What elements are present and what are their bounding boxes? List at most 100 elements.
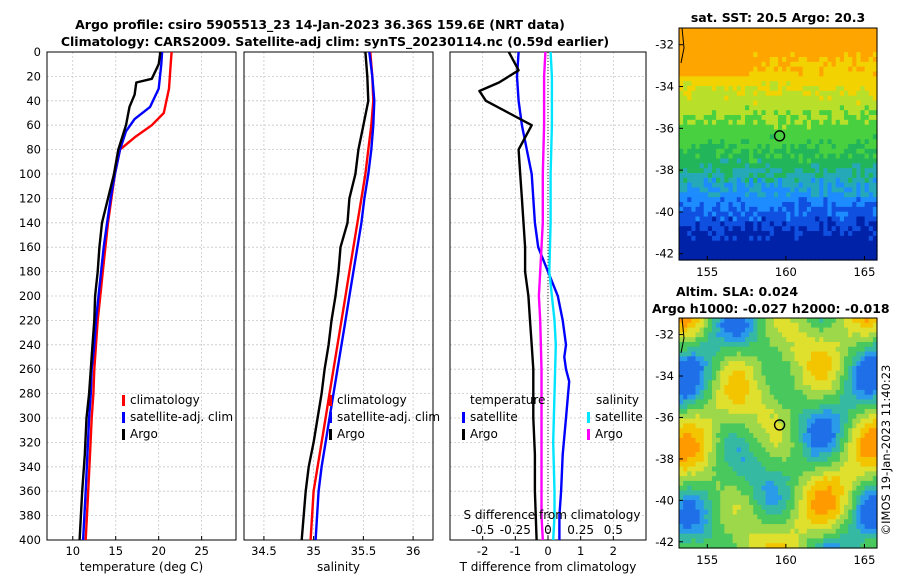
sla-map-cell: [707, 456, 713, 463]
sst-map-cell: [778, 86, 783, 92]
sla-map-cell: [749, 471, 754, 477]
sst-map-cell: [679, 153, 684, 160]
sla-map-cell: [757, 394, 763, 401]
sst-map-cell: [860, 47, 866, 53]
sla-map-cell: [872, 495, 878, 501]
sst-map-cell: [848, 255, 853, 261]
sst-map-cell: [872, 144, 878, 150]
sst-map-cell: [732, 76, 738, 82]
sst-map-cell: [687, 95, 692, 102]
sla-map-cell: [736, 495, 742, 501]
sla-map-cell: [864, 466, 870, 472]
sst-map-cell: [720, 61, 725, 68]
sst-map-cell: [712, 71, 717, 77]
sla-map-cell: [691, 485, 697, 492]
sst-map-cell: [872, 90, 878, 97]
sst-map-cell: [872, 216, 878, 222]
sla-map-cell: [724, 356, 730, 362]
sst-map-cell: [778, 158, 783, 164]
sst-map-cell: [782, 52, 787, 58]
sst-map-cell: [720, 177, 725, 184]
sst-map-cell: [765, 124, 771, 131]
sst-map-cell: [827, 187, 833, 193]
sst-map-cell: [736, 42, 742, 48]
sla-map-cell: [740, 380, 746, 386]
sla-map-cell: [753, 471, 758, 477]
sst-map-cell: [794, 153, 800, 160]
sla-map-cell: [732, 346, 738, 353]
sst-map-cell: [844, 28, 849, 34]
sla-map-cell: [687, 365, 692, 372]
sst-map-cell: [856, 76, 862, 82]
sla-map-cell: [868, 524, 874, 530]
sla-map-cell: [835, 495, 841, 501]
temperature-series-climatology: [84, 51, 173, 541]
sla-map-cell: [782, 476, 787, 482]
sla-map-cell: [703, 428, 709, 434]
sst-map-cell: [740, 168, 746, 174]
sla-map-cell: [848, 356, 853, 362]
sst-map-cell: [827, 81, 833, 87]
sst-map-cell: [732, 231, 738, 237]
sst-map-cell: [691, 28, 697, 34]
sla-map-cell: [860, 409, 866, 415]
sla-map-cell: [802, 471, 808, 477]
sst-map-cell: [749, 177, 754, 184]
sla-map-cell: [794, 365, 800, 372]
sla-map-cell: [835, 389, 841, 396]
sst-map-cell: [852, 66, 857, 73]
sla-map-cell: [848, 409, 853, 415]
sla-map-cell: [765, 346, 771, 353]
sla-map-cell: [872, 365, 878, 372]
sst-map-cell: [835, 182, 841, 189]
sla-map-cell: [848, 346, 853, 353]
sst-map-cell: [728, 90, 734, 97]
sla-map-cell: [712, 490, 717, 496]
sla-map-cell: [769, 327, 775, 333]
sla-map-cell: [815, 341, 820, 348]
sst-map-cell: [798, 100, 804, 106]
sst-map-cell: [736, 144, 742, 150]
sla-map-cell: [683, 519, 688, 525]
sst-map-cell: [831, 81, 837, 87]
sla-map-cell: [695, 500, 701, 506]
sst-map-cell: [839, 52, 845, 58]
sst-map-cell: [753, 240, 758, 247]
sla-map-cell: [765, 543, 771, 549]
sla-map-cell: [852, 456, 857, 463]
sst-map-cell: [707, 144, 713, 150]
sla-map-cell: [848, 332, 853, 338]
sla-map-cell: [790, 404, 796, 410]
sst-map-cell: [740, 119, 746, 126]
sla-map-cell: [844, 504, 849, 511]
sst-map-cell: [815, 216, 820, 222]
sla-map-cell: [707, 437, 713, 444]
sst-map-cell: [856, 86, 862, 92]
sla-map-cell: [724, 327, 730, 333]
sst-map-cell: [707, 182, 713, 189]
sla-map-cell: [852, 514, 857, 520]
sla-map-cell: [864, 389, 870, 396]
sst-map-cell: [724, 42, 730, 48]
y-tick-label: 280: [19, 387, 41, 401]
sst-map-cell: [860, 139, 866, 145]
sla-map-cell: [745, 471, 750, 477]
sst-map-cell: [707, 76, 713, 82]
sst-map-cell: [703, 71, 709, 77]
sst-map-cell: [798, 216, 804, 222]
sst-map-cell: [740, 124, 746, 131]
sst-map-cell: [794, 177, 800, 184]
sla-map-cell: [707, 346, 713, 353]
sla-map-cell: [856, 327, 862, 333]
sla-map-cell: [852, 351, 857, 357]
sst-map-cell: [765, 182, 771, 189]
sla-map-cell: [749, 495, 754, 501]
sst-map-cell: [728, 226, 734, 232]
sla-map-cell: [864, 346, 870, 353]
sla-map-cell: [757, 524, 763, 530]
sst-map-cell: [827, 57, 833, 63]
sla-map-cell: [728, 471, 734, 477]
sla-map-cell: [827, 524, 833, 530]
sla-map-cell: [740, 538, 746, 544]
sla-map-cell: [716, 476, 721, 482]
